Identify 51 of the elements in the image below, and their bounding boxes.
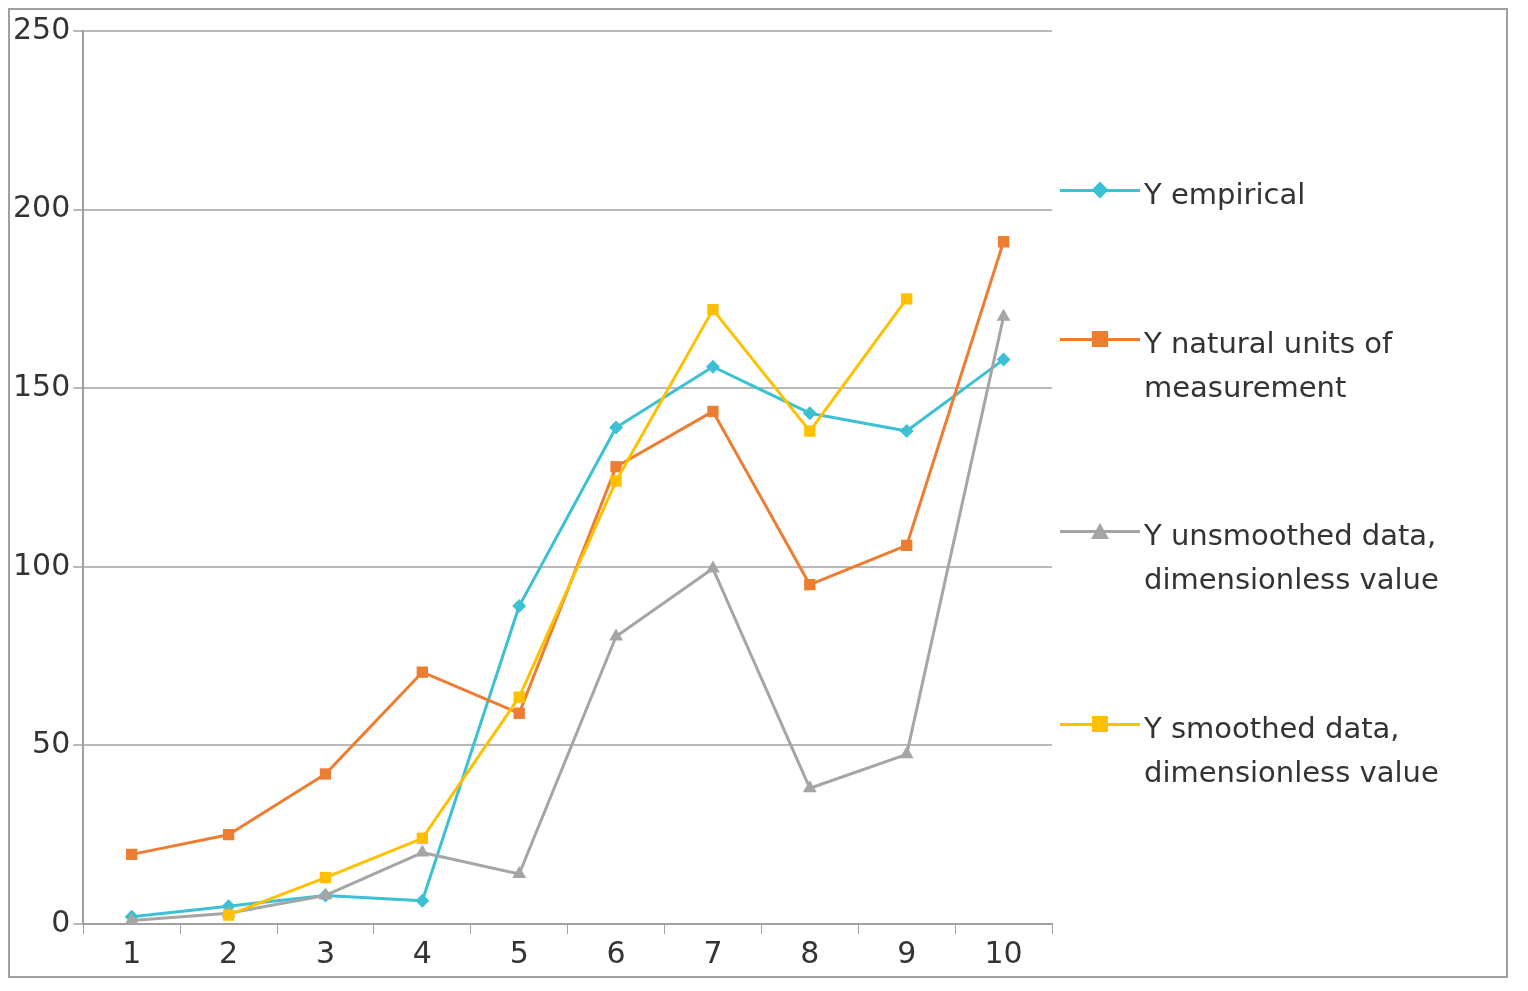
point	[610, 461, 622, 473]
point	[707, 303, 719, 316]
point	[415, 893, 430, 908]
y-tick-label: 200	[13, 189, 71, 225]
point	[513, 691, 525, 703]
x-tick-label: 7	[703, 934, 723, 970]
x-tick-label: 5	[509, 934, 529, 970]
point	[802, 780, 817, 793]
point	[997, 236, 1010, 248]
x-tick-label: 6	[606, 934, 626, 970]
point	[415, 844, 430, 857]
point	[899, 424, 914, 439]
point	[996, 352, 1011, 367]
point	[416, 832, 428, 844]
point	[126, 848, 138, 860]
point	[901, 539, 913, 552]
x-tick-label: 3	[315, 934, 335, 970]
point	[610, 475, 622, 487]
legend-label: Y smoothed data, dimensionless value	[1144, 709, 1440, 791]
point	[901, 293, 913, 305]
y-tick-label: 50	[32, 725, 71, 761]
point	[706, 560, 720, 573]
y-tick-label: 100	[13, 546, 71, 582]
point	[416, 666, 428, 678]
x-tick-label: 9	[897, 934, 917, 970]
point	[804, 579, 816, 591]
point	[222, 909, 235, 921]
legend-label: Y natural units of measurement	[1144, 324, 1394, 406]
y-tick-label: 150	[13, 368, 71, 403]
point	[319, 871, 332, 884]
point	[512, 865, 527, 878]
x-tick-label: 8	[800, 934, 820, 970]
point	[609, 628, 623, 641]
point	[319, 768, 332, 780]
point	[513, 707, 525, 719]
y-tick-label: 250	[13, 10, 71, 46]
point	[804, 425, 816, 437]
point	[705, 359, 720, 374]
point	[609, 420, 624, 435]
point	[899, 746, 914, 759]
x-tick-label: 4	[412, 934, 432, 970]
point	[222, 829, 235, 841]
legend-label: Y unsmoothed data, dimensionless value	[1144, 517, 1440, 599]
point	[707, 405, 719, 418]
y-tick-label: 0	[51, 903, 71, 939]
point	[512, 599, 527, 614]
point	[802, 406, 817, 421]
x-tick-label: 1	[122, 934, 142, 970]
legend-label: Y empirical	[1144, 176, 1306, 214]
x-tick-label: 2	[219, 934, 239, 970]
x-tick-label: 10	[984, 934, 1023, 970]
